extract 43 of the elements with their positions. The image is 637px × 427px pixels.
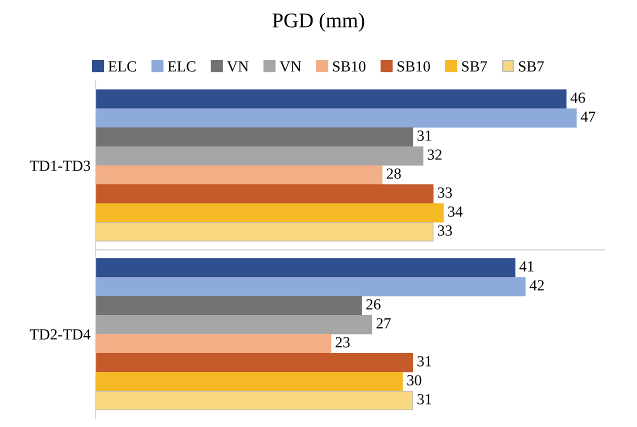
legend-label: SB10	[333, 61, 366, 72]
bar	[96, 277, 526, 296]
data-label: 33	[438, 225, 452, 236]
legend-label: ELC	[108, 61, 136, 72]
bar	[96, 296, 362, 316]
data-label: 33	[438, 187, 452, 198]
data-label: 28	[386, 168, 401, 179]
data-label: 30	[407, 375, 422, 386]
chart-title: PGD (mm)	[272, 12, 364, 32]
legend-label: ELC	[168, 61, 196, 72]
bar	[96, 203, 444, 223]
legend-label: SB7	[462, 61, 487, 72]
bar	[96, 390, 414, 410]
data-label: 34	[448, 206, 463, 217]
bar	[96, 315, 372, 334]
data-label: 32	[428, 150, 442, 160]
data-label: 23	[336, 337, 350, 348]
bar	[96, 258, 516, 278]
bar	[96, 372, 403, 392]
legend-label: SB7	[518, 61, 544, 72]
data-label: 27	[376, 318, 391, 328]
data-label: 31	[418, 394, 432, 404]
y-tick-label: TD1-TD3	[30, 160, 90, 171]
data-label: 46	[570, 92, 586, 103]
legend-label: VN	[280, 61, 302, 72]
bar	[96, 352, 414, 372]
legend-label: VN	[226, 61, 249, 72]
data-label: 31	[418, 130, 432, 141]
y-tick-label: TD2-TD4	[30, 329, 90, 340]
data-label: 42	[530, 280, 544, 290]
bar	[96, 89, 566, 109]
data-label: 41	[519, 261, 534, 272]
bar	[96, 165, 382, 185]
legend-label: SB10	[398, 61, 430, 72]
bar	[96, 108, 577, 128]
bar	[96, 184, 434, 204]
bar	[96, 127, 414, 147]
data-label: 47	[580, 112, 596, 122]
data-label: 26	[366, 299, 380, 310]
data-label: 31	[418, 356, 432, 366]
bar	[96, 146, 424, 166]
bar	[96, 334, 332, 354]
bar	[96, 222, 434, 242]
